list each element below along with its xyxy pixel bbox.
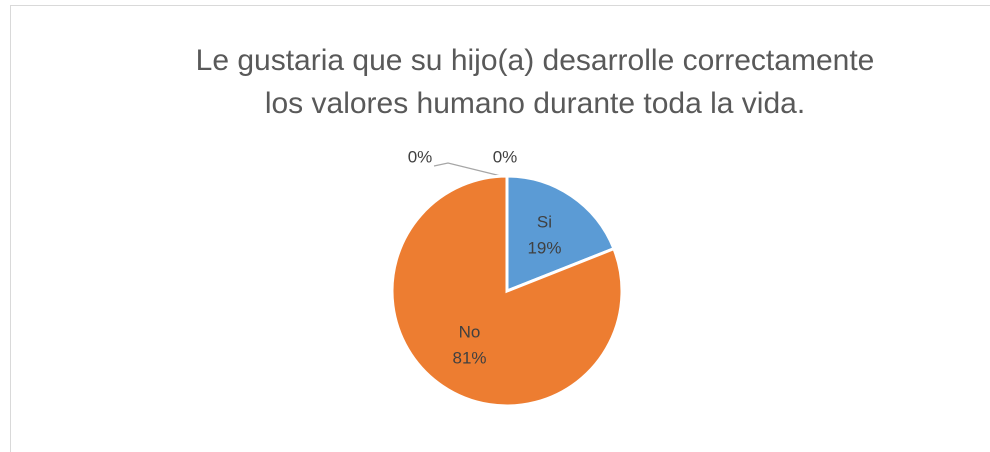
data-label: 19% [527,238,561,257]
pie-slice [505,174,616,294]
chart-title: los valores humano durante toda la vida. [265,87,805,120]
chart-title: Le gustaria que su hijo(a) desarrolle co… [196,44,875,77]
data-label: 0% [408,147,433,166]
pie-slice [390,174,624,408]
data-label: 81% [452,349,486,368]
data-label: 0% [493,147,518,166]
data-label-category: Si [537,212,552,231]
data-label-category: No [459,323,481,342]
leader-line [433,162,506,178]
